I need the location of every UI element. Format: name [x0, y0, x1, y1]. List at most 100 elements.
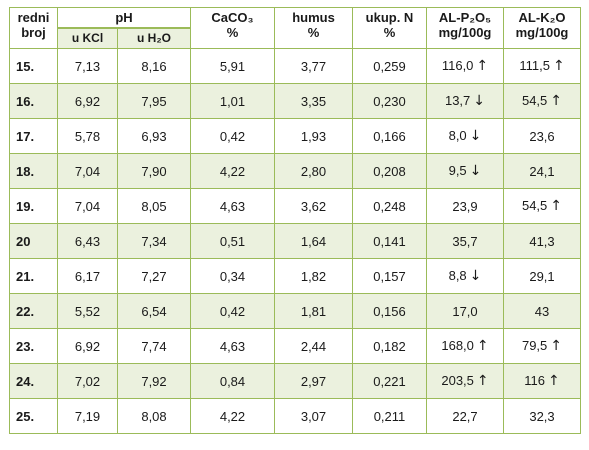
cell-humus-value: 2,80: [300, 163, 327, 179]
cell-humus-value: 1,93: [300, 128, 327, 144]
cell-al-k2o-value: 43: [534, 303, 550, 319]
cell-al-k2o: 111,5 ↑: [503, 48, 581, 84]
cell-humus: 1,64: [274, 223, 353, 259]
cell-ph-kcl: 7,02: [57, 363, 118, 399]
cell-ph-h2o-value: 7,95: [141, 93, 167, 109]
cell-ph-kcl-value: 6,92: [74, 93, 101, 109]
cell-ph-kcl-value: 7,04: [74, 163, 101, 179]
cell-redni-broj: 25.: [9, 398, 58, 434]
table-row: 17. 5,78 6,93 0,42 1,93 0,166 8,0 ↓ 23,6: [9, 118, 581, 154]
cell-ph-kcl: 7,04: [57, 153, 118, 189]
header-ukup-n-line1: ukup. N: [365, 10, 414, 25]
table-row: 19. 7,04 8,05 4,63 3,62 0,248 23,9 54,5 ↑: [9, 188, 581, 224]
table-row: 21. 6,17 7,27 0,34 1,82 0,157 8,8 ↓ 29,1: [9, 258, 581, 294]
header-al-p2o5-line1: AL-P₂O₅: [438, 10, 492, 25]
arrow-up-icon: ↑: [476, 373, 489, 389]
cell-al-k2o: 43: [503, 293, 581, 329]
header-caco3: CaCO₃ %: [190, 7, 275, 49]
header-humus-line1: humus: [292, 10, 335, 25]
cell-al-p2o5: 23,9: [426, 188, 504, 224]
cell-caco3-value: 0,84: [219, 373, 246, 389]
cell-caco3-value: 4,63: [219, 338, 246, 354]
cell-al-p2o5-value: 13,7: [444, 93, 471, 108]
cell-redni-broj-value: 23.: [16, 338, 35, 354]
cell-ukup-n-value: 0,230: [373, 93, 406, 109]
cell-humus-value: 3,35: [300, 93, 327, 109]
cell-ukup-n-value: 0,221: [373, 373, 406, 389]
cell-al-p2o5-value: 35,7: [452, 233, 478, 249]
header-caco3-line2: %: [226, 25, 239, 40]
cell-redni-broj: 17.: [9, 118, 58, 154]
cell-redni-broj-value: 21.: [16, 268, 35, 284]
cell-ph-h2o: 8,08: [117, 398, 191, 434]
cell-al-p2o5-value: 203,5: [441, 373, 474, 388]
header-al-p2o5-line2: mg/100g: [438, 25, 492, 40]
soil-analysis-table: redni broj pH CaCO₃ % humus % ukup. N % …: [9, 7, 581, 434]
cell-redni-broj-value: 20: [16, 233, 31, 249]
header-redni-broj-line2: broj: [21, 25, 46, 40]
cell-redni-broj-value: 22.: [16, 303, 35, 319]
cell-caco3: 4,22: [190, 398, 275, 434]
cell-caco3-value: 0,51: [219, 233, 246, 249]
cell-al-k2o-value: 29,1: [529, 268, 555, 284]
cell-al-p2o5: 168,0 ↑: [426, 328, 504, 364]
cell-al-k2o-value: 41,3: [529, 233, 555, 249]
cell-redni-broj: 18.: [9, 153, 58, 189]
cell-redni-broj-value: 15.: [16, 58, 35, 74]
cell-al-k2o: 23,6: [503, 118, 581, 154]
cell-humus-value: 1,82: [300, 268, 327, 284]
cell-humus-value: 2,97: [300, 373, 327, 389]
cell-ph-kcl: 6,92: [57, 83, 118, 119]
cell-caco3: 0,42: [190, 118, 275, 154]
cell-al-k2o-value: 116: [524, 373, 545, 388]
cell-ukup-n: 0,221: [352, 363, 427, 399]
cell-ph-h2o-value: 7,92: [141, 373, 167, 389]
cell-ukup-n: 0,156: [352, 293, 427, 329]
cell-ukup-n-value: 0,259: [373, 58, 406, 74]
table-row: 20 6,43 7,34 0,51 1,64 0,141 35,7 41,3: [9, 223, 581, 259]
cell-caco3-value: 0,42: [219, 303, 246, 319]
arrow-down-icon: ↓: [473, 93, 486, 109]
header-ph: pH: [57, 7, 191, 29]
cell-al-k2o-value: 23,6: [529, 128, 555, 144]
cell-ph-kcl: 6,43: [57, 223, 118, 259]
cell-al-k2o: 54,5 ↑: [503, 83, 581, 119]
cell-ph-kcl-value: 7,19: [74, 408, 101, 424]
cell-al-p2o5: 8,8 ↓: [426, 258, 504, 294]
header-ukup-n-line2: %: [383, 25, 396, 40]
cell-al-p2o5: 22,7: [426, 398, 504, 434]
cell-al-k2o: 24,1: [503, 153, 581, 189]
cell-ph-h2o: 7,27: [117, 258, 191, 294]
cell-ph-h2o-value: 6,54: [141, 303, 167, 319]
arrow-up-icon: ↑: [550, 93, 563, 109]
cell-ph-h2o-value: 8,16: [141, 58, 167, 74]
header-redni-broj-line1: redni: [17, 10, 50, 25]
cell-caco3: 0,84: [190, 363, 275, 399]
cell-humus: 3,35: [274, 83, 353, 119]
cell-al-p2o5-value: 9,5: [448, 163, 467, 178]
cell-redni-broj-value: 18.: [16, 163, 35, 179]
cell-caco3-value: 4,22: [219, 408, 246, 424]
cell-ph-kcl: 7,19: [57, 398, 118, 434]
cell-ph-kcl-value: 7,02: [74, 373, 101, 389]
cell-caco3-value: 4,63: [219, 198, 246, 214]
table-row: 16. 6,92 7,95 1,01 3,35 0,230 13,7 ↓ 54,5 ↑: [9, 83, 581, 119]
cell-al-k2o: 79,5 ↑: [503, 328, 581, 364]
arrow-up-icon: ↑: [550, 338, 563, 354]
header-al-k2o-line2: mg/100g: [515, 25, 569, 40]
cell-al-k2o-value: 54,5: [521, 198, 548, 213]
arrow-down-icon: ↓: [469, 128, 482, 144]
cell-al-k2o-value: 54,5: [521, 93, 548, 108]
cell-caco3: 0,51: [190, 223, 275, 259]
cell-ukup-n: 0,208: [352, 153, 427, 189]
arrow-up-icon: ↑: [552, 58, 565, 74]
cell-ph-kcl-value: 6,17: [74, 268, 101, 284]
header-al-k2o: AL-K₂O mg/100g: [503, 7, 581, 49]
cell-caco3-value: 4,22: [219, 163, 246, 179]
cell-al-p2o5: 17,0: [426, 293, 504, 329]
cell-ph-h2o: 7,34: [117, 223, 191, 259]
cell-ph-h2o: 7,92: [117, 363, 191, 399]
cell-ph-h2o: 7,74: [117, 328, 191, 364]
cell-ph-h2o: 6,93: [117, 118, 191, 154]
cell-al-k2o: 29,1: [503, 258, 581, 294]
